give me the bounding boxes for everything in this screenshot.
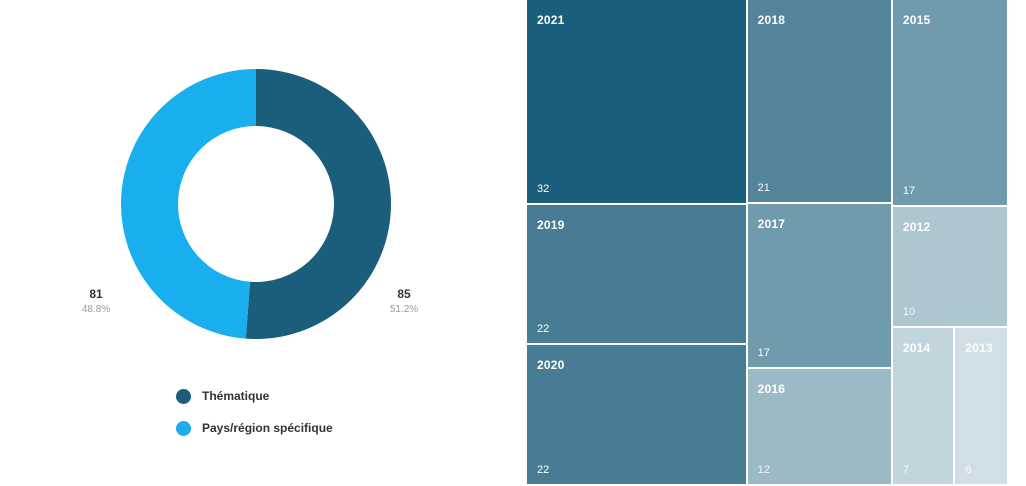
legend: Thématique Pays/région spécifique (176, 386, 333, 450)
treemap-tile-label: 2018 (757, 13, 786, 27)
treemap-tile-value: 6 (965, 463, 972, 476)
slice-value-label-thematique: 85 (397, 287, 411, 301)
treemap-tile-value: 7 (902, 463, 909, 476)
treemap-tile-label: 2014 (902, 341, 931, 356)
slice-value-label-pays: 81 (89, 287, 103, 301)
treemap-tile-value: 10 (902, 306, 916, 319)
donut-slice-0[interactable] (245, 69, 391, 339)
treemap-tile-label: 2015 (902, 13, 931, 27)
treemap-tile-value: 21 (757, 182, 770, 195)
treemap-tile-value: 17 (757, 347, 770, 360)
treemap-tile-2013[interactable]: 2013 6 (955, 328, 1007, 484)
legend-swatch-thematique (176, 388, 191, 404)
legend-label-thematique: Thématique (202, 389, 270, 403)
legend-swatch-pays (176, 420, 191, 436)
treemap-tile-2015[interactable]: 2015 17 (892, 0, 1007, 205)
treemap-tile-label: 2017 (757, 217, 786, 232)
treemap-tile-label: 2013 (965, 341, 993, 356)
donut-chart: 85 51.2% 81 48.8% Thématique Pays/région… (81, 69, 419, 450)
donut-slice-1[interactable] (120, 69, 257, 339)
treemap-tile-value: 12 (757, 463, 770, 476)
treemap-tile-value: 32 (537, 182, 550, 195)
donut-chart-svg (120, 69, 391, 339)
legend-item-thematique[interactable]: Thématique (176, 386, 333, 406)
treemap-tile-label: 2012 (902, 219, 931, 234)
treemap-tile-2016[interactable]: 2016 12 (747, 369, 891, 484)
treemap-tile-2019[interactable]: 2019 22 (527, 204, 746, 344)
treemap-tile-2021[interactable]: 2021 32 (527, 0, 746, 203)
treemap-tile-label: 2019 (537, 217, 565, 232)
treemap-tile-2014[interactable]: 2014 7 (892, 328, 954, 484)
legend-item-pays[interactable]: Pays/région spécifique (176, 418, 333, 438)
treemap-tile-2012[interactable]: 2012 10 (892, 206, 1007, 327)
treemap-tile-label: 2016 (757, 382, 786, 397)
treemap-tile-value: 22 (537, 323, 550, 336)
treemap-tile-2018[interactable]: 2018 21 (747, 0, 891, 203)
treemap-tile-label: 2021 (537, 13, 565, 27)
treemap-tile-2020[interactable]: 2020 22 (527, 345, 746, 484)
treemap-tile-label: 2020 (537, 358, 565, 373)
slice-percent-label-thematique: 51.2% (389, 304, 419, 315)
legend-label-pays: Pays/région spécifique (202, 421, 333, 435)
treemap-tile-value: 22 (537, 463, 550, 476)
treemap-tile-value: 17 (902, 184, 916, 197)
treemap-chart: 2021 32 2019 22 2020 22 2018 21 2017 17 2016 12 2015… (527, 0, 1009, 486)
treemap-tile-2017[interactable]: 2017 17 (747, 204, 891, 368)
slice-percent-label-pays: 48.8% (81, 304, 111, 315)
